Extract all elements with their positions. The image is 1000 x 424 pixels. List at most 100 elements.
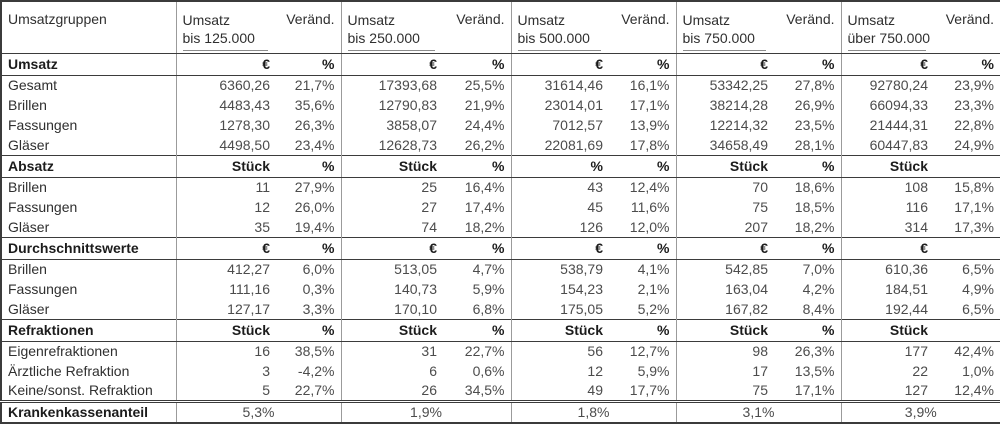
unit-cell: % <box>446 52 511 76</box>
value-cell: 31 <box>340 341 446 361</box>
value-cell: 17393,68 <box>340 75 446 95</box>
unit-cell: € <box>675 236 777 260</box>
value-cell: 74 <box>340 217 446 237</box>
group-header-3: Umsatz bis 500.000 <box>510 1 612 54</box>
value-cell: 154,23 <box>510 279 612 299</box>
value-cell: 207 <box>675 217 777 237</box>
unit-cell: € <box>175 52 279 76</box>
unit-cell: % <box>612 52 676 76</box>
value-cell: 3858,07 <box>340 115 446 135</box>
table-row: Fassungen 12 26,0% 27 17,4% 45 11,6% 75 … <box>1 197 1000 217</box>
change-cell: 17,3% <box>954 218 994 235</box>
change-cell: 12,7% <box>629 343 670 360</box>
value-cell: 12628,73 <box>340 135 446 155</box>
row-label: Fassungen <box>8 199 78 215</box>
change-cell: 26,3% <box>294 117 335 133</box>
change-header-1: Veränd. <box>279 1 341 54</box>
change-cell: 13,9% <box>629 117 670 133</box>
change-cell: 34,5% <box>464 382 505 399</box>
value-cell: 70 <box>675 177 777 197</box>
unit-cell: % <box>279 318 341 342</box>
value-cell: 75 <box>675 381 777 401</box>
change-cell: 26,3% <box>794 343 835 360</box>
row-label: Fassungen <box>8 281 78 297</box>
value-cell: 38214,28 <box>675 95 777 115</box>
change-cell: 22,7% <box>464 343 505 360</box>
value-cell: 22 <box>840 361 937 381</box>
value-cell: 53342,25 <box>675 75 777 95</box>
change-cell: 3,3% <box>302 300 335 317</box>
table-row: Gläser 127,17 3,3% 170,10 6,8% 175,05 5,… <box>1 299 1000 319</box>
unit-cell: Stück <box>840 154 937 178</box>
group-header-underline: Umsatz bis 750.000 <box>682 11 766 51</box>
value-cell: 6360,26 <box>175 75 279 95</box>
group-title: Umsatz <box>517 12 565 28</box>
row-label: Keine/sonst. Refraktion <box>8 382 153 399</box>
value-cell: 4498,50 <box>175 135 279 155</box>
value-cell: 184,51 <box>840 279 937 299</box>
change-cell: 26,2% <box>464 136 505 153</box>
group-title: Umsatz <box>682 12 730 28</box>
footer-value-cell: 3,1% <box>675 399 841 423</box>
change-cell: 0,3% <box>302 281 335 297</box>
change-cell: 4,7% <box>472 261 505 278</box>
change-cell: 4,1% <box>637 261 670 278</box>
value-cell: 66094,33 <box>840 95 937 115</box>
change-cell: 19,4% <box>294 218 335 235</box>
change-cell: 18,5% <box>794 199 835 215</box>
change-cell: 17,8% <box>629 136 670 153</box>
change-cell: 8,4% <box>802 300 835 317</box>
group-header-5: Umsatz über 750.000 <box>840 1 937 54</box>
change-cell: -4,2% <box>297 363 335 379</box>
table-row: Brillen 412,27 6,0% 513,05 4,7% 538,79 4… <box>1 259 1000 279</box>
row-label: Gesamt <box>8 77 58 94</box>
value-cell: 175,05 <box>510 299 612 319</box>
corner-header: Umsatzgruppen <box>1 1 176 54</box>
group-header-4: Umsatz bis 750.000 <box>675 1 777 54</box>
section-label: Umsatz <box>1 52 176 76</box>
change-cell: 27,8% <box>794 77 835 94</box>
footer-value-cell: 5,3% <box>175 399 341 423</box>
value-cell: 12 <box>175 197 279 217</box>
group-title: Umsatz <box>847 12 895 28</box>
row-label: Fassungen <box>8 117 78 133</box>
unit-cell <box>937 236 1000 260</box>
change-cell: 12,0% <box>629 218 670 235</box>
table-row: Fassungen 111,16 0,3% 140,73 5,9% 154,23… <box>1 279 1000 299</box>
change-cell: 18,6% <box>794 179 835 196</box>
group-subtitle: bis 125.000 <box>182 30 255 46</box>
change-cell: 0,6% <box>472 363 505 379</box>
row-label: Gläser <box>8 136 50 153</box>
value-cell: 27 <box>340 197 446 217</box>
group-subtitle: über 750.000 <box>847 30 931 46</box>
value-cell: 177 <box>840 341 937 361</box>
footer-label: Krankenkassenanteil <box>1 399 176 423</box>
table-row: Gläser 35 19,4% 74 18,2% 126 12,0% 207 1… <box>1 217 1000 237</box>
change-cell: 4,2% <box>802 281 835 297</box>
change-cell: 6,5% <box>962 261 994 278</box>
row-label: Ärztliche Refraktion <box>8 363 130 379</box>
value-cell: 127 <box>840 381 937 401</box>
change-cell: 7,0% <box>802 261 835 278</box>
group-header-underline: Umsatz bis 250.000 <box>347 11 435 51</box>
table-row: Eigenrefraktionen 16 38,5% 31 22,7% 56 1… <box>1 341 1000 361</box>
change-cell: 11,6% <box>630 199 670 215</box>
row-label: Brillen <box>8 97 47 113</box>
change-cell: 24,4% <box>464 117 505 133</box>
group-subtitle: bis 250.000 <box>347 30 420 46</box>
change-cell: 17,1% <box>954 199 994 215</box>
unit-cell: % <box>446 318 511 342</box>
unit-cell: % <box>446 236 511 260</box>
change-cell: 22,7% <box>294 382 335 399</box>
unit-cell: Stück <box>175 318 279 342</box>
value-cell: 92780,24 <box>840 75 937 95</box>
unit-cell: % <box>279 154 341 178</box>
group-header-underline: Umsatz bis 125.000 <box>182 11 268 51</box>
change-cell: 18,2% <box>464 218 505 235</box>
value-cell: 25 <box>340 177 446 197</box>
unit-cell: % <box>612 236 676 260</box>
value-cell: 4483,43 <box>175 95 279 115</box>
unit-cell: % <box>937 52 1000 76</box>
